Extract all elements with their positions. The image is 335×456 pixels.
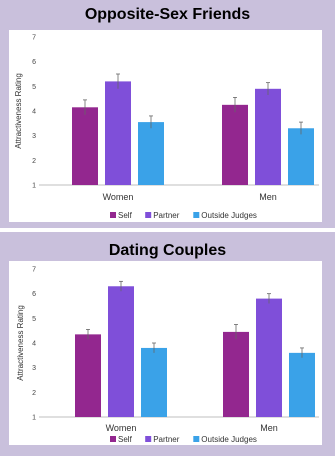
bar-self-men [222,104,248,185]
legend-label: Partner [153,211,180,220]
y-tick-label: 1 [32,415,36,422]
legend-swatch [145,436,152,442]
y-tick-label: 5 [32,316,36,323]
legend-label: Partner [153,435,180,444]
y-axis-label: Attractiveness Rating [16,305,25,381]
bar-outside-judges-women [141,347,167,417]
x-category-label: Men [259,192,277,202]
y-tick-label: 3 [32,133,36,140]
legend-label: Self [118,211,133,220]
x-category-label: Women [106,423,137,433]
y-tick-label: 2 [32,158,36,165]
bar-self-men [223,331,249,417]
chart-panel-friends: Opposite-Sex Friends Attractiveness Rati… [0,0,335,228]
legend-label: Outside Judges [201,435,257,444]
bar-partner-women [108,286,134,417]
bar-self-women [75,334,101,417]
y-tick-label: 1 [32,183,36,190]
y-tick-label: 6 [32,59,36,66]
legend-swatch [193,436,200,442]
bar-chart-friends: Attractiveness Rating 1 2 3 4 5 6 7 Women Men Self… [14,35,319,220]
y-tick-label: 4 [32,341,36,348]
plot-area: Attractiveness Rating 1 2 3 4 5 6 7 Women Men Self… [9,30,322,222]
y-tick-label: 7 [32,267,36,274]
plot-area: Attractiveness Rating 1 2 3 4 5 6 7 Women Men Self… [9,261,322,445]
bar-outside-judges-men [288,128,314,185]
legend-swatch [193,212,200,218]
chart-title: Dating Couples [108,242,227,259]
legend-label: Outside Judges [201,211,257,220]
bar-partner-women [105,81,131,185]
chart-panel-couples: Dating Couples Attractiveness Rating 1 2 3 4… [0,232,335,456]
legend-swatch [110,436,116,442]
x-category-label: Men [260,423,278,433]
chart-title: Opposite-Sex Friends [84,6,251,23]
y-tick-label: 6 [32,291,36,298]
y-tick-label: 7 [32,35,36,42]
y-tick-label: 4 [32,109,36,116]
bar-self-women [72,107,98,185]
bar-partner-men [255,88,281,185]
x-category-label: Women [103,192,134,202]
y-axis-label: Attractiveness Rating [14,73,23,149]
legend-swatch [110,212,116,218]
bar-outside-judges-women [138,122,164,185]
legend-swatch [145,212,152,218]
y-tick-label: 3 [32,365,36,372]
bar-chart-couples: Attractiveness Rating 1 2 3 4 5 6 7 Women Men Self… [16,267,319,444]
bar-outside-judges-men [289,352,315,417]
legend-label: Self [118,435,133,444]
bar-partner-men [256,298,282,417]
y-tick-label: 2 [32,390,36,397]
y-tick-label: 5 [32,84,36,91]
